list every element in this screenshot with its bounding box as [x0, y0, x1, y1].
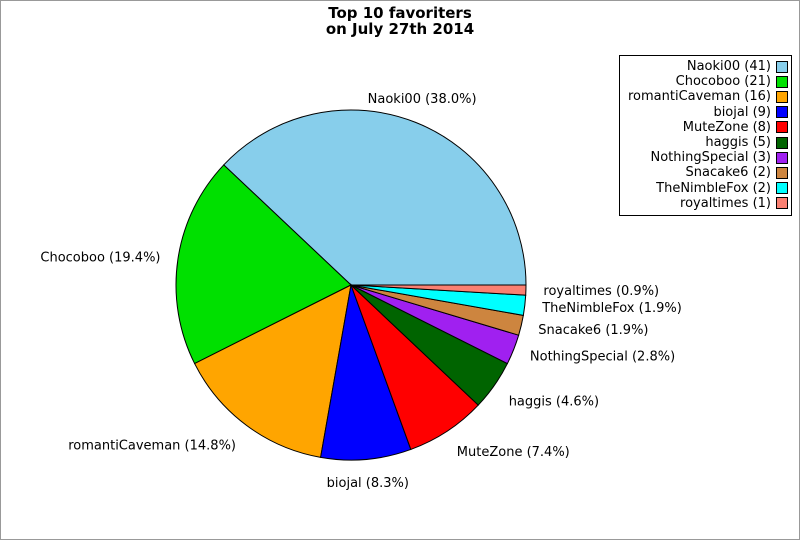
pie-slice-Naoki00: [223, 109, 527, 286]
chart-title-line1: Top 10 favoriters: [328, 4, 472, 22]
chart-title-line2: on July 27th 2014: [325, 20, 475, 38]
pie-slice-biojal: [320, 283, 412, 461]
slice-label-MuteZone: MuteZone (7.4%): [457, 445, 570, 460]
slice-label-Naoki00: Naoki00 (38.0%): [368, 92, 477, 107]
legend-label: TheNimbleFox (2): [656, 180, 771, 196]
legend-swatch: [776, 166, 788, 179]
legend-label: Snacake6 (2): [685, 165, 771, 181]
chart-title: Top 10 favoriters on July 27th 2014: [1, 5, 799, 37]
legend-item-royaltimes: royaltimes (1): [624, 196, 788, 211]
legend-swatch: [776, 197, 788, 210]
legend-label: romantiCaveman (16): [627, 89, 771, 105]
slice-label-Chocoboo: Chocoboo (19.4%): [40, 251, 160, 266]
legend-label: haggis (5): [705, 135, 771, 151]
slice-label-NothingSpecial: NothingSpecial (2.8%): [530, 350, 675, 365]
slice-label-Snacake6: Snacake6 (1.9%): [538, 323, 648, 338]
legend: Naoki00 (41) Chocoboo (21) romantiCaveman …: [619, 55, 792, 216]
slice-label-romantiCaveman: romantiCaveman (14.8%): [68, 438, 236, 453]
pie-slice-romantiCaveman: [193, 284, 352, 458]
legend-swatch: [776, 90, 788, 103]
slice-label-biojal: biojal (8.3%): [327, 476, 409, 491]
legend-swatch: [776, 106, 788, 119]
legend-swatch: [776, 136, 788, 149]
slice-label-TheNimbleFox: TheNimbleFox (1.9%): [541, 301, 682, 316]
legend-label: NothingSpecial (3): [650, 150, 771, 166]
legend-item-TheNimbleFox: TheNimbleFox (2): [624, 181, 788, 196]
legend-swatch: [776, 182, 788, 195]
legend-item-NothingSpecial: NothingSpecial (3): [624, 150, 788, 165]
legend-label: Chocoboo (21): [675, 74, 771, 90]
legend-item-biojal: biojal (9): [624, 105, 788, 120]
slice-label-haggis: haggis (4.6%): [509, 394, 599, 409]
legend-swatch: [776, 121, 788, 134]
legend-swatch: [776, 60, 788, 73]
legend-label: biojal (9): [713, 104, 771, 120]
legend-item-Naoki00: Naoki00 (41): [624, 59, 788, 74]
pie-slice-Chocoboo: [175, 164, 352, 365]
slice-label-royaltimes: royaltimes (0.9%): [543, 284, 659, 299]
legend-swatch: [776, 75, 788, 88]
legend-item-romantiCaveman: romantiCaveman (16): [624, 89, 788, 104]
legend-item-MuteZone: MuteZone (8): [624, 120, 788, 135]
legend-item-haggis: haggis (5): [624, 135, 788, 150]
legend-item-Chocoboo: Chocoboo (21): [624, 74, 788, 89]
legend-label: royaltimes (1): [680, 195, 771, 211]
legend-swatch: [776, 151, 788, 164]
legend-item-Snacake6: Snacake6 (2): [624, 165, 788, 180]
legend-label: Naoki00 (41): [686, 59, 771, 75]
pie-slice-royaltimes: [350, 284, 527, 296]
legend-label: MuteZone (8): [682, 119, 771, 135]
